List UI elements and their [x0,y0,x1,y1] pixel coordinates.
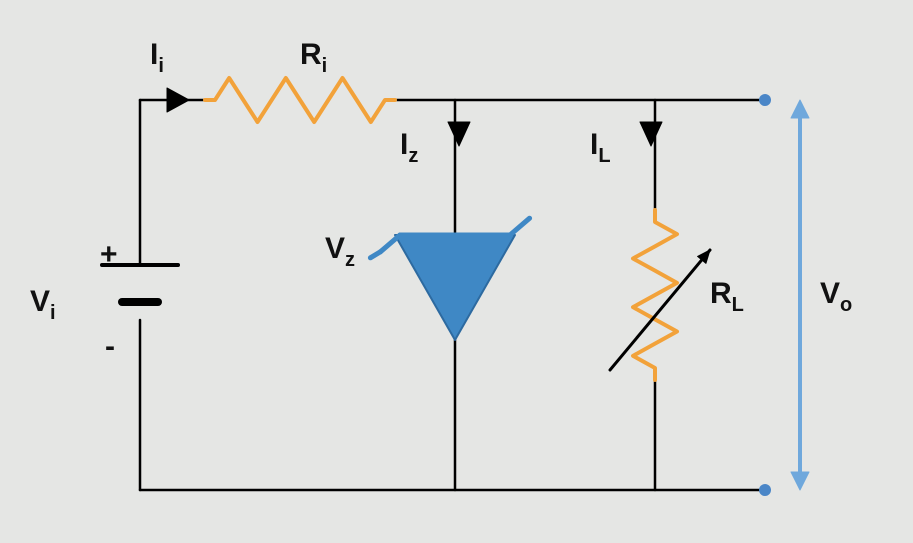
resistor-ri [205,78,395,122]
label-Iz: Iz [400,128,418,164]
label-Vz: Vz [325,232,355,268]
label-Vo: Vo [820,277,852,313]
label-Ri: Ri [300,38,327,74]
resistor-rl [633,210,677,380]
label-IL: IL [590,128,611,164]
label-minus: - [105,330,115,364]
circuit-diagram [0,0,913,543]
label-plus: + [100,238,118,272]
label-RL: RL [710,277,744,313]
zener-diode [395,235,515,340]
label-Ii: Ii [150,38,164,74]
terminal-top [759,94,771,106]
terminal-bottom [759,484,771,496]
label-Vi: Vi [30,285,56,321]
